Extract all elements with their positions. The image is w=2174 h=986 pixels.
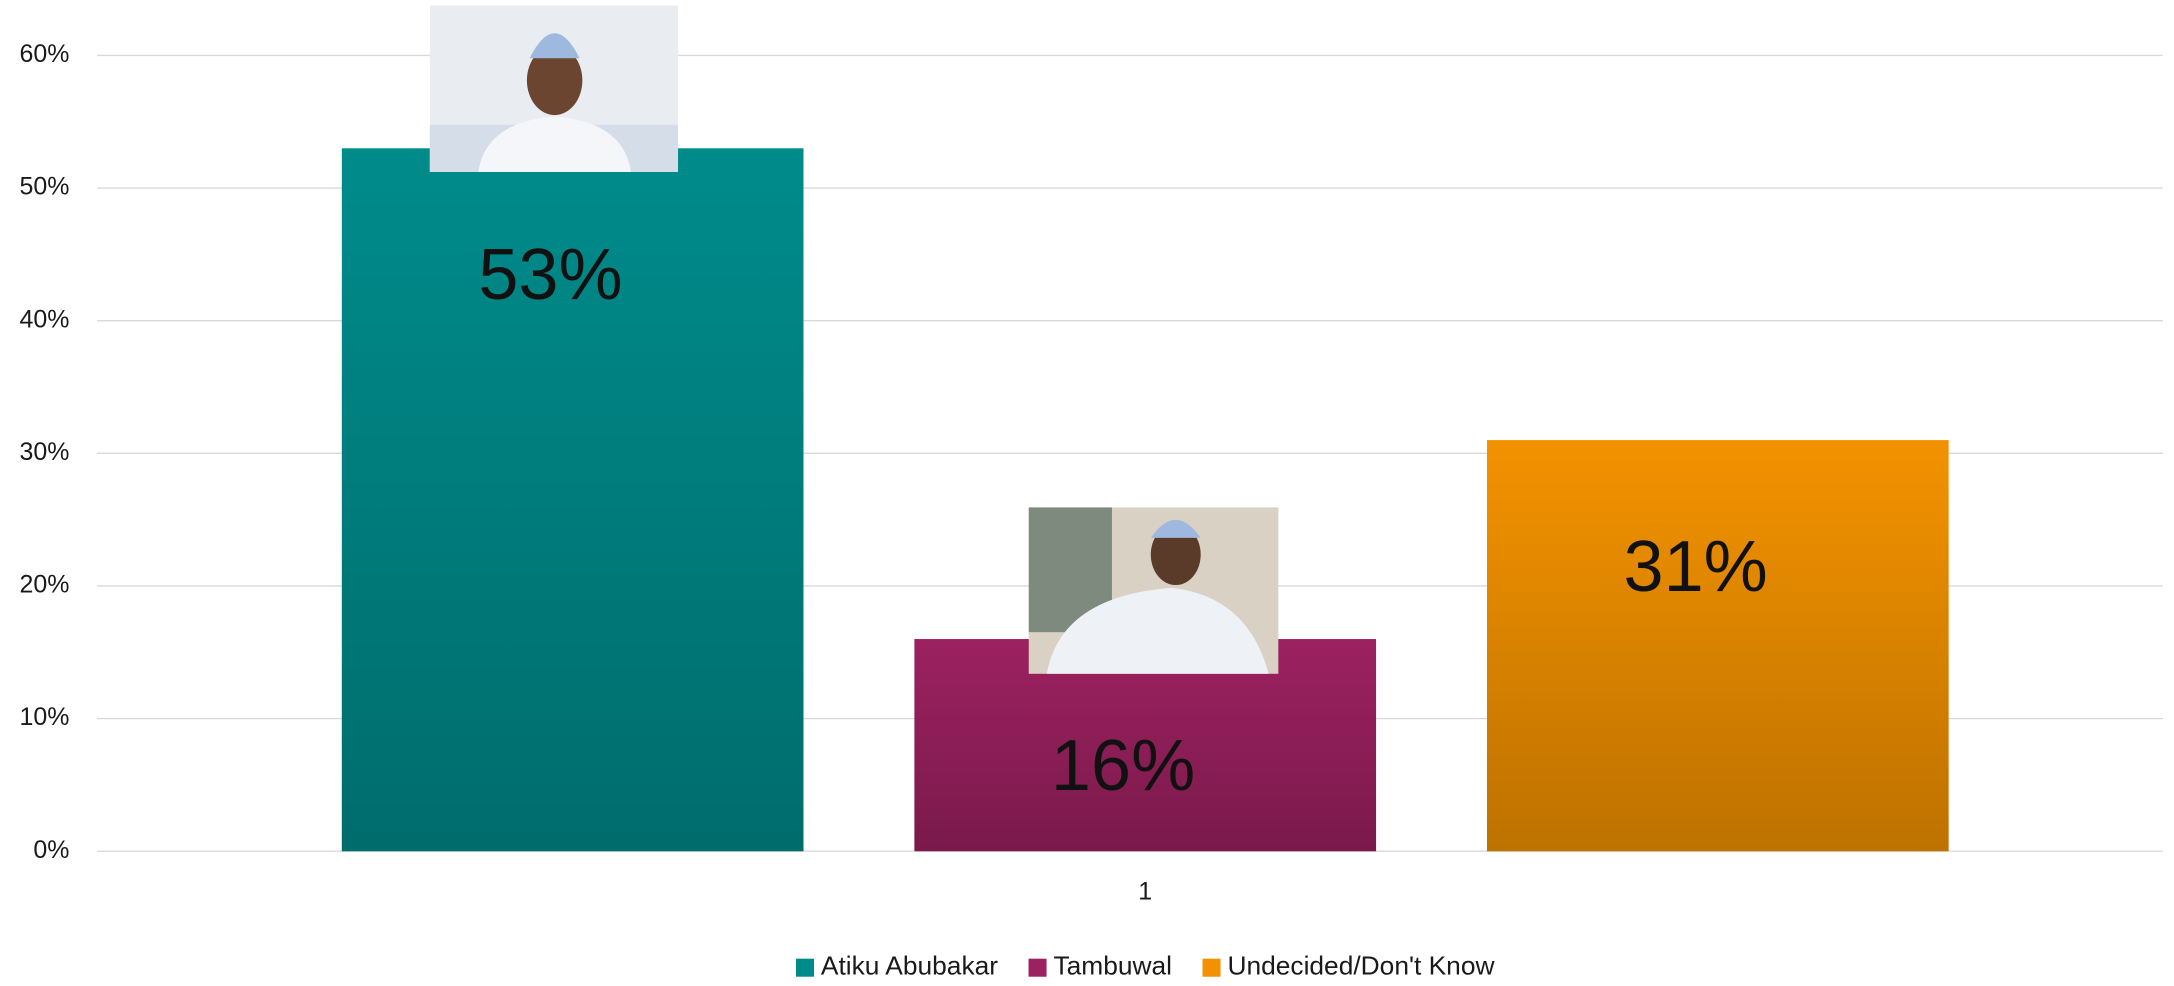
chart: 0% 10% 20% 30% 40% 50% 60% 1 53% 16% 31% Atiku Abu… — [0, 0, 2174, 986]
y-tick-label: 60% — [19, 40, 69, 68]
x-tick-label: 1 — [1138, 877, 1152, 905]
value-label: 53% — [478, 235, 622, 315]
legend-label: Atiku Abubakar — [821, 951, 998, 981]
legend-label: Tambuwal — [1053, 951, 1172, 981]
y-tick-label: 20% — [19, 571, 69, 599]
candidate-photo — [430, 6, 678, 172]
legend-swatch — [1203, 959, 1221, 977]
value-label: 31% — [1623, 527, 1767, 607]
y-tick-label: 40% — [19, 305, 69, 333]
y-tick-label: 50% — [19, 173, 69, 201]
value-label: 16% — [1051, 726, 1195, 806]
page: {"chart_data": {"type": "bar", "categori… — [0, 0, 2174, 986]
legend-swatch — [796, 959, 814, 977]
y-tick-label: 30% — [19, 438, 69, 466]
legend-swatch — [1029, 959, 1047, 977]
y-tick-label: 10% — [19, 703, 69, 731]
legend: Atiku Abubakar Tambuwal Undecided/Don't Kn… — [796, 951, 1496, 981]
bar-shade — [1487, 440, 1949, 851]
legend-label: Undecided/Don't Know — [1227, 951, 1495, 981]
candidate-photo — [1029, 507, 1279, 673]
y-tick-label: 0% — [33, 836, 69, 864]
